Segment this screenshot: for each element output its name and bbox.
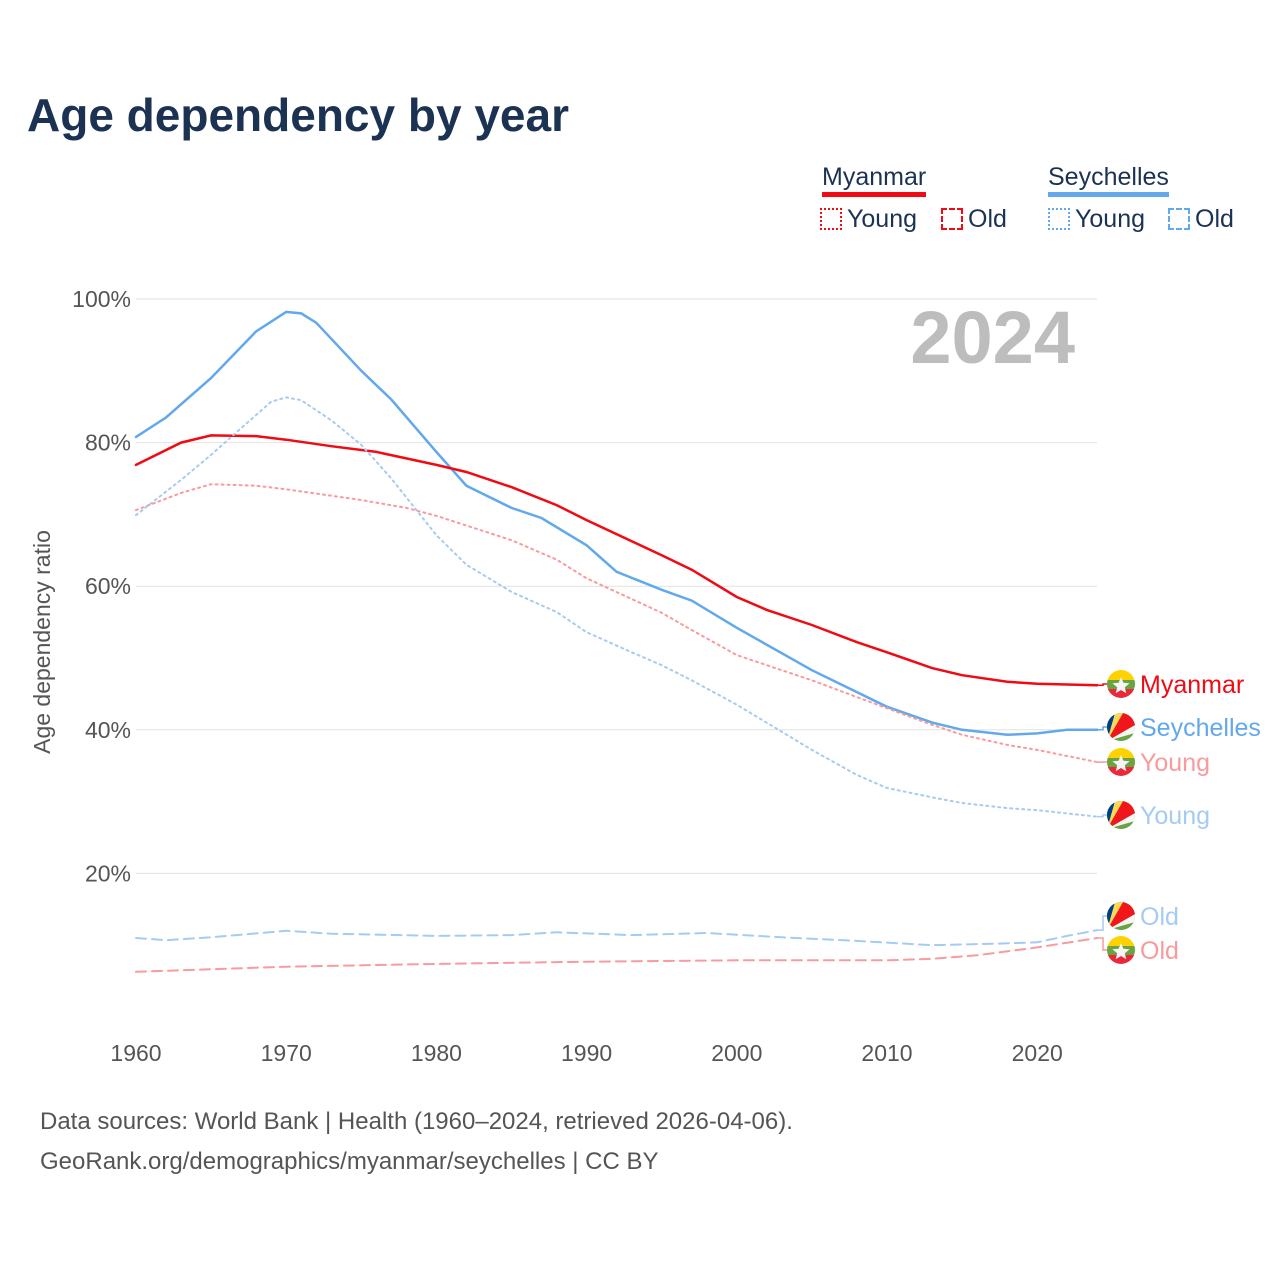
flag-star bbox=[1112, 755, 1130, 772]
y-tick-label: 60% bbox=[85, 573, 131, 599]
flag-stripe bbox=[1107, 748, 1135, 758]
y-tick-label: 40% bbox=[85, 717, 131, 743]
flag-star bbox=[1112, 943, 1130, 960]
flag-band bbox=[1107, 713, 1135, 741]
year-watermark: 2024 bbox=[910, 296, 1075, 379]
y-tick-label: 80% bbox=[85, 430, 131, 456]
flag-star bbox=[1112, 677, 1130, 694]
x-tick-label: 2010 bbox=[861, 1040, 912, 1066]
x-tick-label: 2020 bbox=[1012, 1040, 1063, 1066]
seychelles-flag-icon bbox=[1107, 713, 1135, 741]
legend-myanmar-label: Myanmar bbox=[822, 163, 927, 197]
flag-band bbox=[1107, 801, 1115, 829]
legend-seychelles-young[interactable]: Young bbox=[1048, 205, 1145, 234]
legend-label: Young bbox=[847, 205, 917, 233]
seychelles-flag-icon bbox=[1107, 801, 1135, 829]
x-tick-label: 1970 bbox=[261, 1040, 312, 1066]
dashed-swatch-icon bbox=[1168, 208, 1190, 230]
series-line-seychelles-young bbox=[135, 396, 1099, 818]
legend-label: Young bbox=[1075, 205, 1145, 233]
flag-band bbox=[1107, 713, 1123, 741]
flag-band bbox=[1107, 801, 1123, 829]
x-tick-label: 1990 bbox=[561, 1040, 612, 1066]
end-label: Seychelles bbox=[1140, 714, 1261, 742]
legend-seychelles-label: Seychelles bbox=[1048, 163, 1169, 197]
label-connector bbox=[1097, 814, 1108, 818]
y-tick-label: 100% bbox=[72, 286, 131, 312]
legend-myanmar-young[interactable]: Young bbox=[820, 205, 917, 234]
series-line-myanmar-old bbox=[135, 937, 1099, 973]
legend-myanmar[interactable]: Myanmar bbox=[822, 163, 927, 197]
series-line-seychelles bbox=[134, 310, 1099, 737]
x-tick-label: 1960 bbox=[110, 1040, 161, 1066]
flag-band bbox=[1107, 902, 1135, 930]
legend-seychelles-old[interactable]: Old bbox=[1168, 205, 1234, 234]
end-label: Old bbox=[1140, 903, 1179, 931]
flag-band bbox=[1107, 713, 1115, 741]
end-label: Old bbox=[1140, 937, 1179, 965]
flag-stripe bbox=[1107, 955, 1135, 964]
myanmar-flag-icon bbox=[1107, 936, 1135, 964]
series-line-myanmar bbox=[134, 434, 1099, 687]
end-label: Myanmar bbox=[1140, 671, 1244, 699]
legend-label: Old bbox=[968, 205, 1007, 233]
myanmar-flag-icon bbox=[1107, 748, 1135, 776]
source-line-1: Data sources: World Bank | Health (1960–… bbox=[40, 1108, 793, 1135]
flag-band bbox=[1107, 801, 1135, 829]
dotted-swatch-icon bbox=[820, 208, 842, 230]
end-label: Young bbox=[1140, 802, 1210, 830]
dotted-swatch-icon bbox=[1048, 208, 1070, 230]
x-tick-label: 2000 bbox=[711, 1040, 762, 1066]
flag-stripe bbox=[1107, 689, 1135, 698]
label-connector bbox=[1097, 915, 1108, 931]
legend-myanmar-old[interactable]: Old bbox=[941, 205, 1007, 234]
y-tick-label: 20% bbox=[85, 860, 131, 886]
flag-stripe bbox=[1107, 767, 1135, 776]
legend-label: Old bbox=[1195, 205, 1234, 233]
label-connector bbox=[1097, 726, 1108, 731]
dashed-swatch-icon bbox=[941, 208, 963, 230]
legend-seychelles[interactable]: Seychelles bbox=[1048, 163, 1169, 197]
flag-stripe bbox=[1107, 936, 1135, 946]
label-connector bbox=[1097, 683, 1108, 687]
flag-stripe bbox=[1107, 670, 1135, 680]
y-axis-label: Age dependency ratio bbox=[29, 530, 55, 754]
chart-title: Age dependency by year bbox=[27, 89, 569, 141]
seychelles-flag-icon bbox=[1107, 902, 1135, 930]
series-line-seychelles-old bbox=[135, 929, 1099, 947]
flag-band bbox=[1107, 902, 1115, 930]
end-label: Young bbox=[1140, 749, 1210, 777]
myanmar-flag-icon bbox=[1107, 670, 1135, 698]
x-tick-label: 1980 bbox=[411, 1040, 462, 1066]
label-connector bbox=[1097, 937, 1108, 951]
flag-band bbox=[1107, 902, 1123, 930]
series-line-myanmar-young bbox=[135, 483, 1099, 764]
source-line-2[interactable]: GeoRank.org/demographics/myanmar/seychel… bbox=[40, 1148, 659, 1175]
